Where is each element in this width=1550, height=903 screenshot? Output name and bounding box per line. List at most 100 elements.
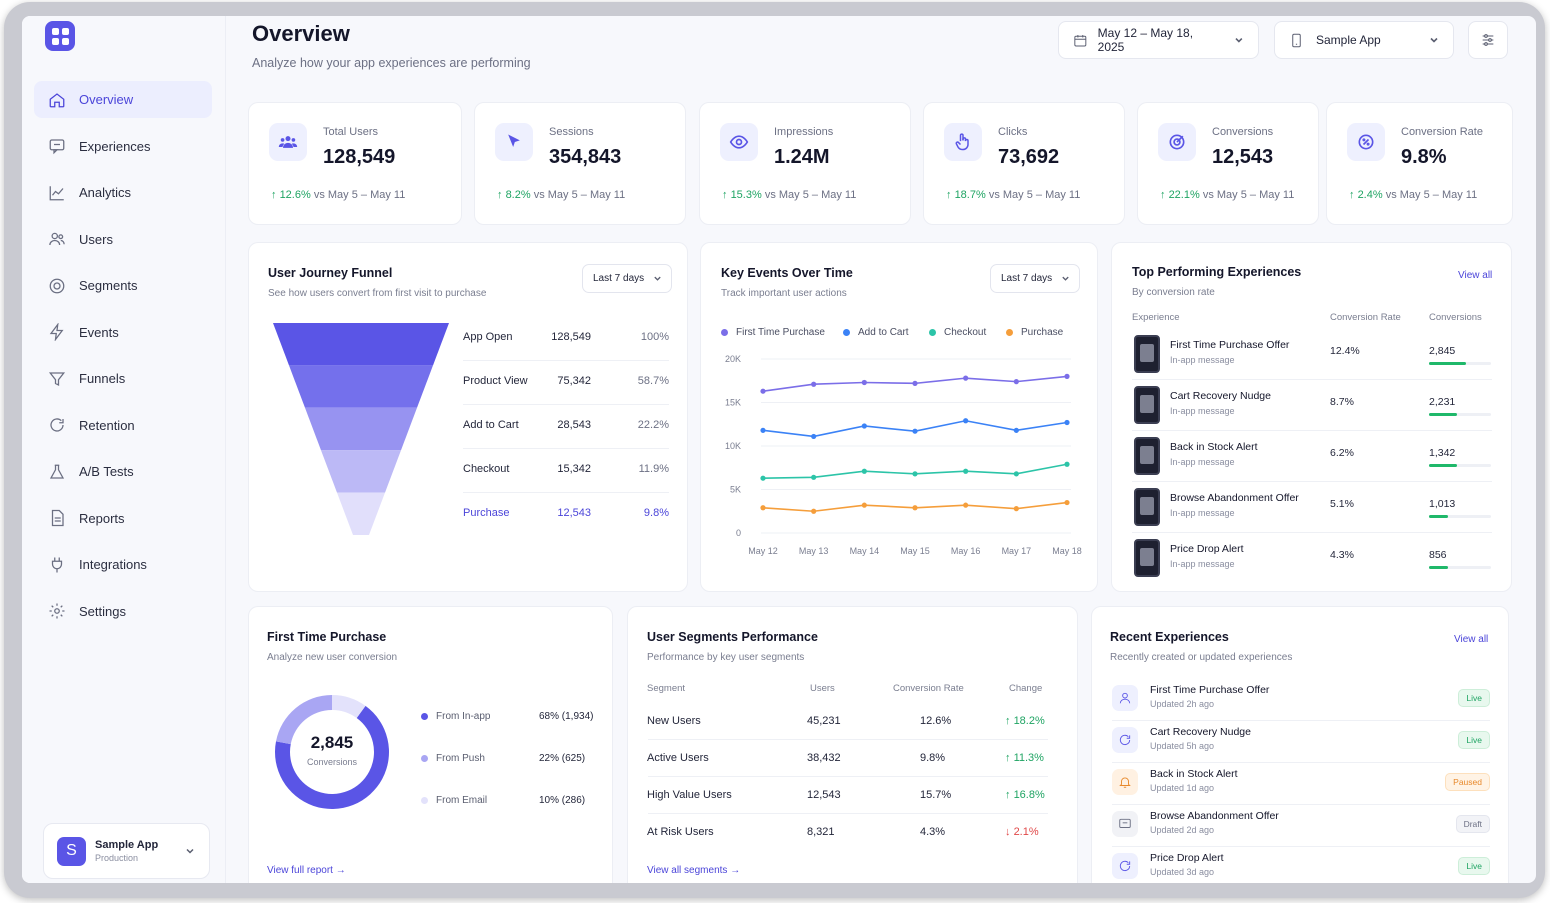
sidebar-item-funnels[interactable]: Funnels [34,360,212,397]
sidebar-item-events[interactable]: Events [34,314,212,351]
data-point[interactable] [1013,379,1019,385]
stat-card-conversion-rate[interactable]: Conversion Rate 9.8% ↑ 2.4% vs May 5 – M… [1326,102,1513,225]
donut-slice[interactable] [332,695,366,719]
filter-settings-button[interactable] [1468,21,1508,59]
funnel-segment[interactable] [337,492,385,535]
sidebar-item-reports[interactable]: Reports [34,500,212,537]
data-point[interactable] [963,375,969,381]
funnel-range-dropdown[interactable]: Last 7 days [582,264,672,293]
legend-item[interactable]: Purchase [1006,327,1063,338]
column-header: Change [1009,683,1043,694]
table-row[interactable]: Active Users 38,432 9.8% ↑ 11.3% [647,740,1048,777]
data-point[interactable] [912,428,918,434]
funnel-step-row[interactable]: Add to Cart 28,543 22.2% [463,405,669,449]
stat-card-sessions[interactable]: Sessions 354,843 ↑ 8.2% vs May 5 – May 1… [474,102,686,225]
legend-item[interactable]: Add to Cart [843,327,909,338]
legend-item[interactable]: From In-app [421,711,490,722]
funnel-segment[interactable] [321,450,401,493]
data-point[interactable] [760,427,766,433]
sidebar-item-experiences[interactable]: Experiences [34,128,212,165]
legend-item[interactable]: From Email [421,795,487,806]
list-item[interactable]: First Time Purchase Offer In-app message 1… [1132,329,1492,380]
data-point[interactable] [963,502,969,508]
view-all-link[interactable]: View all [1458,270,1493,281]
column-header: Conversions [1429,312,1482,323]
y-tick-label: 15K [725,398,741,408]
funnel-step-row[interactable]: Product View 75,342 58.7% [463,361,669,405]
data-point[interactable] [912,380,918,386]
data-point[interactable] [811,474,817,480]
data-point[interactable] [1013,427,1019,433]
sidebar-item-integrations[interactable]: Integrations [34,546,212,583]
key-events-range-dropdown[interactable]: Last 7 days [990,264,1080,293]
data-point[interactable] [811,433,817,440]
list-item[interactable]: Cart Recovery Nudge In-app message 8.7% 2,2… [1132,380,1492,431]
sidebar-item-segments[interactable]: Segments [34,267,212,304]
list-item[interactable]: Back in Stock Alert Updated 1d ago Paused [1112,763,1490,805]
data-point[interactable] [1064,461,1070,467]
data-point[interactable] [1013,471,1019,477]
sidebar-item-users[interactable]: Users [34,221,212,258]
data-point[interactable] [760,475,766,481]
data-point[interactable] [1064,499,1070,506]
view-all-segments-link[interactable]: View all segments → [647,865,741,876]
legend-item[interactable]: Checkout [929,327,986,338]
data-point[interactable] [861,502,867,508]
funnel-segment[interactable] [273,323,449,366]
donut-slice[interactable] [275,705,389,809]
app-switcher[interactable]: S Sample App Production [43,823,210,879]
funnel-step-row[interactable]: App Open 128,549 100% [463,317,669,361]
data-point[interactable] [963,418,969,424]
view-full-report-link[interactable]: View full report → [267,865,346,876]
donut-slice[interactable] [276,695,332,745]
data-point[interactable] [1064,373,1070,379]
sidebar-item-settings[interactable]: Settings [34,593,212,630]
data-point[interactable] [861,468,867,474]
funnel-step-percent: 22.2% [637,419,669,431]
legend-swatch [843,329,850,336]
stat-card-conversions[interactable]: Conversions 12,543 ↑ 22.1% vs May 5 – Ma… [1137,102,1319,225]
app-select[interactable]: Sample App [1274,21,1454,59]
home-icon [49,92,65,107]
data-point[interactable] [760,388,766,394]
sidebar-item-ab-tests[interactable]: A/B Tests [34,453,212,490]
data-point[interactable] [760,505,766,511]
list-item[interactable]: First Time Purchase Offer Updated 2h ago L… [1112,679,1490,721]
stat-compare: vs May 5 – May 11 [1202,189,1295,201]
view-all-link[interactable]: View all [1454,634,1489,645]
data-point[interactable] [1013,506,1019,512]
table-row[interactable]: High Value Users 12,543 15.7% ↑ 16.8% [647,777,1048,814]
funnel-step-row[interactable]: Purchase 12,543 9.8% [463,493,669,537]
sidebar-item-analytics[interactable]: Analytics [34,174,212,211]
funnel-segment[interactable] [289,365,433,408]
data-point[interactable] [811,508,817,514]
funnel-segment[interactable] [305,407,417,451]
data-point[interactable] [963,468,969,474]
data-point[interactable] [912,471,918,477]
list-item[interactable]: Browse Abandonment Offer Updated 2d ago Dr… [1112,805,1490,847]
data-point[interactable] [811,381,817,387]
date-range-picker[interactable]: May 12 – May 18, 2025 [1058,21,1259,59]
table-row[interactable]: New Users 45,231 12.6% ↑ 18.2% [647,703,1048,740]
sidebar-item-retention[interactable]: Retention [34,407,212,444]
sidebar-item-overview[interactable]: Overview [34,81,212,118]
list-item[interactable]: Price Drop Alert Updated 3d ago Live [1112,847,1490,883]
stat-card-total-users[interactable]: Total Users 128,549 ↑ 12.6% vs May 5 – M… [248,102,462,225]
list-item[interactable]: Browse Abandonment Offer In-app message 5.… [1132,482,1492,533]
stat-compare: vs May 5 – May 11 [764,189,857,201]
funnel-step-label: Add to Cart [463,419,519,431]
app-logo-icon[interactable] [45,21,75,51]
legend-item[interactable]: From Push [421,753,485,764]
data-point[interactable] [861,423,867,429]
list-item[interactable]: Price Drop Alert In-app message 4.3% 856 [1132,533,1492,584]
data-point[interactable] [912,505,918,511]
table-row[interactable]: At Risk Users 8,321 4.3% ↓ 2.1% [647,814,1048,851]
list-item[interactable]: Cart Recovery Nudge Updated 5h ago Live [1112,721,1490,763]
legend-item[interactable]: First Time Purchase [721,327,825,338]
funnel-step-row[interactable]: Checkout 15,342 11.9% [463,449,669,493]
stat-card-impressions[interactable]: Impressions 1.24M ↑ 15.3% vs May 5 – May… [699,102,911,225]
stat-card-clicks[interactable]: Clicks 73,692 ↑ 18.7% vs May 5 – May 11 [923,102,1125,225]
data-point[interactable] [861,379,867,386]
list-item[interactable]: Back in Stock Alert In-app message 6.2% 1,3… [1132,431,1492,482]
data-point[interactable] [1064,419,1070,426]
